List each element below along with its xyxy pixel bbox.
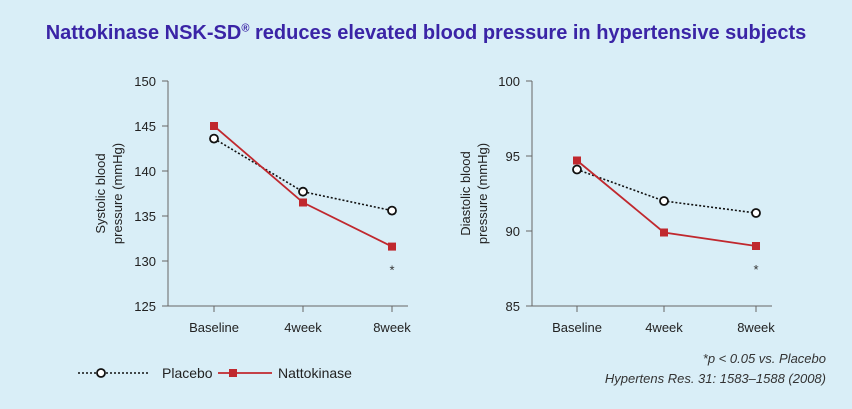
chart1-placebo-point xyxy=(209,133,219,144)
chart-title: Nattokinase NSK-SD® reduces elevated blo… xyxy=(0,22,852,45)
significance-footnote: *p < 0.05 vs. Placebo xyxy=(702,351,826,366)
chart2-x-tick-label: Baseline xyxy=(552,320,602,335)
chart1-y-axis-label: pressure (mmHg) xyxy=(110,143,125,244)
legend-placebo-label: Placebo xyxy=(162,365,213,381)
chart2-placebo-point xyxy=(572,164,582,175)
chart2-y-tick-label: 100 xyxy=(498,74,520,89)
chart2-nattokinase-point xyxy=(752,242,760,250)
chart1-x-tick-label: 4week xyxy=(284,320,322,335)
chart1-placebo-point xyxy=(387,205,397,216)
chart2-y-tick-label: 85 xyxy=(506,299,520,314)
title-main: Nattokinase NSK-SD xyxy=(45,22,242,44)
chart2-nattokinase-point xyxy=(660,228,668,237)
chart1-nattokinase-point xyxy=(388,242,396,251)
legend-nattokinase-marker xyxy=(229,369,237,377)
chart1-x-tick-label: Baseline xyxy=(189,320,239,335)
reference-footnote: Hypertens Res. 31: 1583–1588 (2008) xyxy=(604,371,826,386)
chart2-y-tick-label: 95 xyxy=(506,149,520,164)
title-rest: reduces elevated blood pressure in hyper… xyxy=(249,22,807,44)
chart1-y-tick-label: 135 xyxy=(134,209,156,224)
chart1-y-tick-label: 130 xyxy=(134,254,156,269)
legend-nattokinase-label: Nattokinase xyxy=(278,365,352,381)
chart2-significance-asterisk: * xyxy=(753,262,758,277)
registered-mark: ® xyxy=(241,22,250,35)
chart2-x-tick-label: 4week xyxy=(645,320,683,335)
chart2-x-tick-label: 8week xyxy=(737,320,775,335)
chart1-y-tick-label: 150 xyxy=(134,74,156,89)
chart1-y-tick-label: 140 xyxy=(134,164,156,179)
chart1-y-tick-label: 125 xyxy=(134,299,156,314)
chart2-placebo-point xyxy=(751,208,761,218)
chart2-y-axis-label: pressure (mmHg) xyxy=(475,143,490,244)
chart1-placebo-line xyxy=(213,137,393,212)
chart2-y-axis-label: Diastolic blood xyxy=(458,151,473,236)
chart2-nattokinase-point xyxy=(573,156,581,165)
chart1-y-axis-label: Systolic blood xyxy=(93,153,108,233)
legend-placebo-marker xyxy=(96,368,106,378)
chart1-nattokinase-line xyxy=(213,125,393,248)
chart2-placebo-line xyxy=(576,168,757,214)
chart1-nattokinase-point xyxy=(210,122,218,130)
chart2-placebo-point xyxy=(659,196,669,206)
chart1-significance-asterisk: * xyxy=(389,263,394,278)
chart1-placebo-point xyxy=(298,186,308,197)
chart1-nattokinase-point xyxy=(299,198,307,207)
chart2-y-tick-label: 90 xyxy=(506,224,520,239)
chart1-x-tick-label: 8week xyxy=(373,320,411,335)
chart1-y-tick-label: 145 xyxy=(134,119,156,134)
